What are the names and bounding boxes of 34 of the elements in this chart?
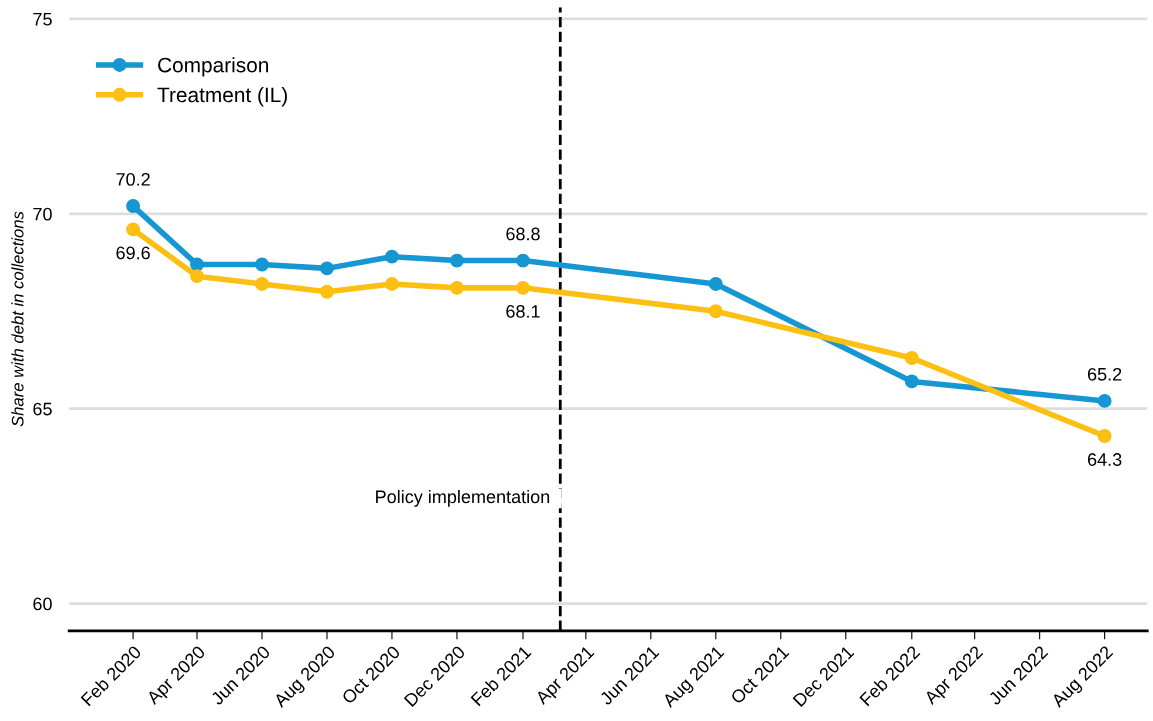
point [126, 199, 141, 213]
data-label: 64.3 [1087, 453, 1122, 466]
point [516, 280, 530, 295]
y-tick-label: 60 [33, 597, 52, 611]
point [255, 277, 269, 291]
y-axis-title: Share with debt in collections [11, 211, 24, 427]
point [708, 277, 723, 291]
data-label: 68.1 [506, 305, 540, 318]
point [904, 374, 919, 389]
legend-label: Comparison [158, 57, 269, 77]
point [255, 257, 269, 272]
point [190, 257, 204, 272]
y-tick-label: 75 [33, 13, 52, 26]
point [708, 304, 723, 319]
point [516, 253, 530, 268]
point [320, 284, 334, 299]
point [1097, 429, 1112, 443]
point [449, 280, 464, 295]
point [449, 253, 464, 268]
point [1097, 393, 1112, 408]
legend-label: Treatment (IL) [157, 86, 287, 107]
data-label: 68.8 [506, 227, 540, 241]
point [385, 249, 399, 264]
data-label: 69.6 [116, 246, 150, 260]
point [385, 277, 399, 291]
y-tick-label: 65 [33, 402, 52, 416]
point [190, 269, 204, 284]
point [126, 222, 141, 237]
data-label: 65.2 [1087, 367, 1122, 381]
point [320, 261, 334, 276]
data-label: 70.2 [116, 172, 150, 186]
point [904, 351, 919, 365]
y-tick-label: 70 [33, 207, 52, 221]
ref-line-label: Policy implementation [376, 489, 550, 507]
